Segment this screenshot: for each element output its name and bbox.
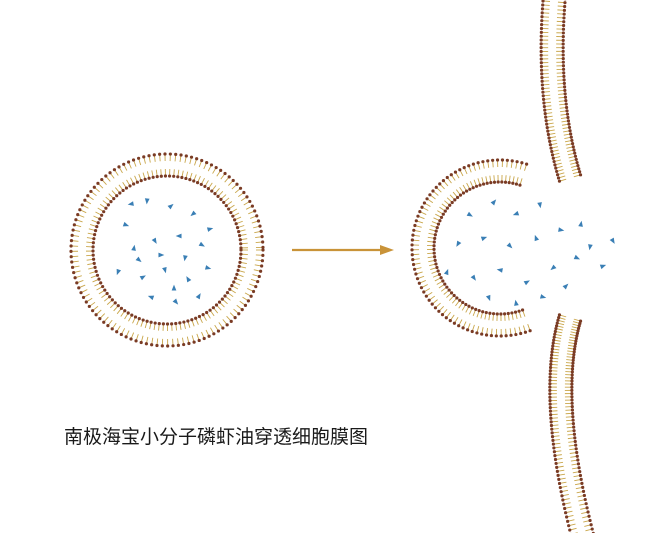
vesicle-closed [69,152,264,347]
particles-inside-vesicle [115,198,214,306]
caption-text: 南极海宝小分子磷虾油穿透细胞膜图 [64,422,368,449]
fusion-arrow [292,245,394,255]
vesicle-fusing [410,158,531,337]
cell-membrane-bottom [548,313,597,533]
diagram-stage [0,0,649,533]
particles-crossing-membrane [444,198,617,306]
cell-membrane-top [540,0,583,183]
